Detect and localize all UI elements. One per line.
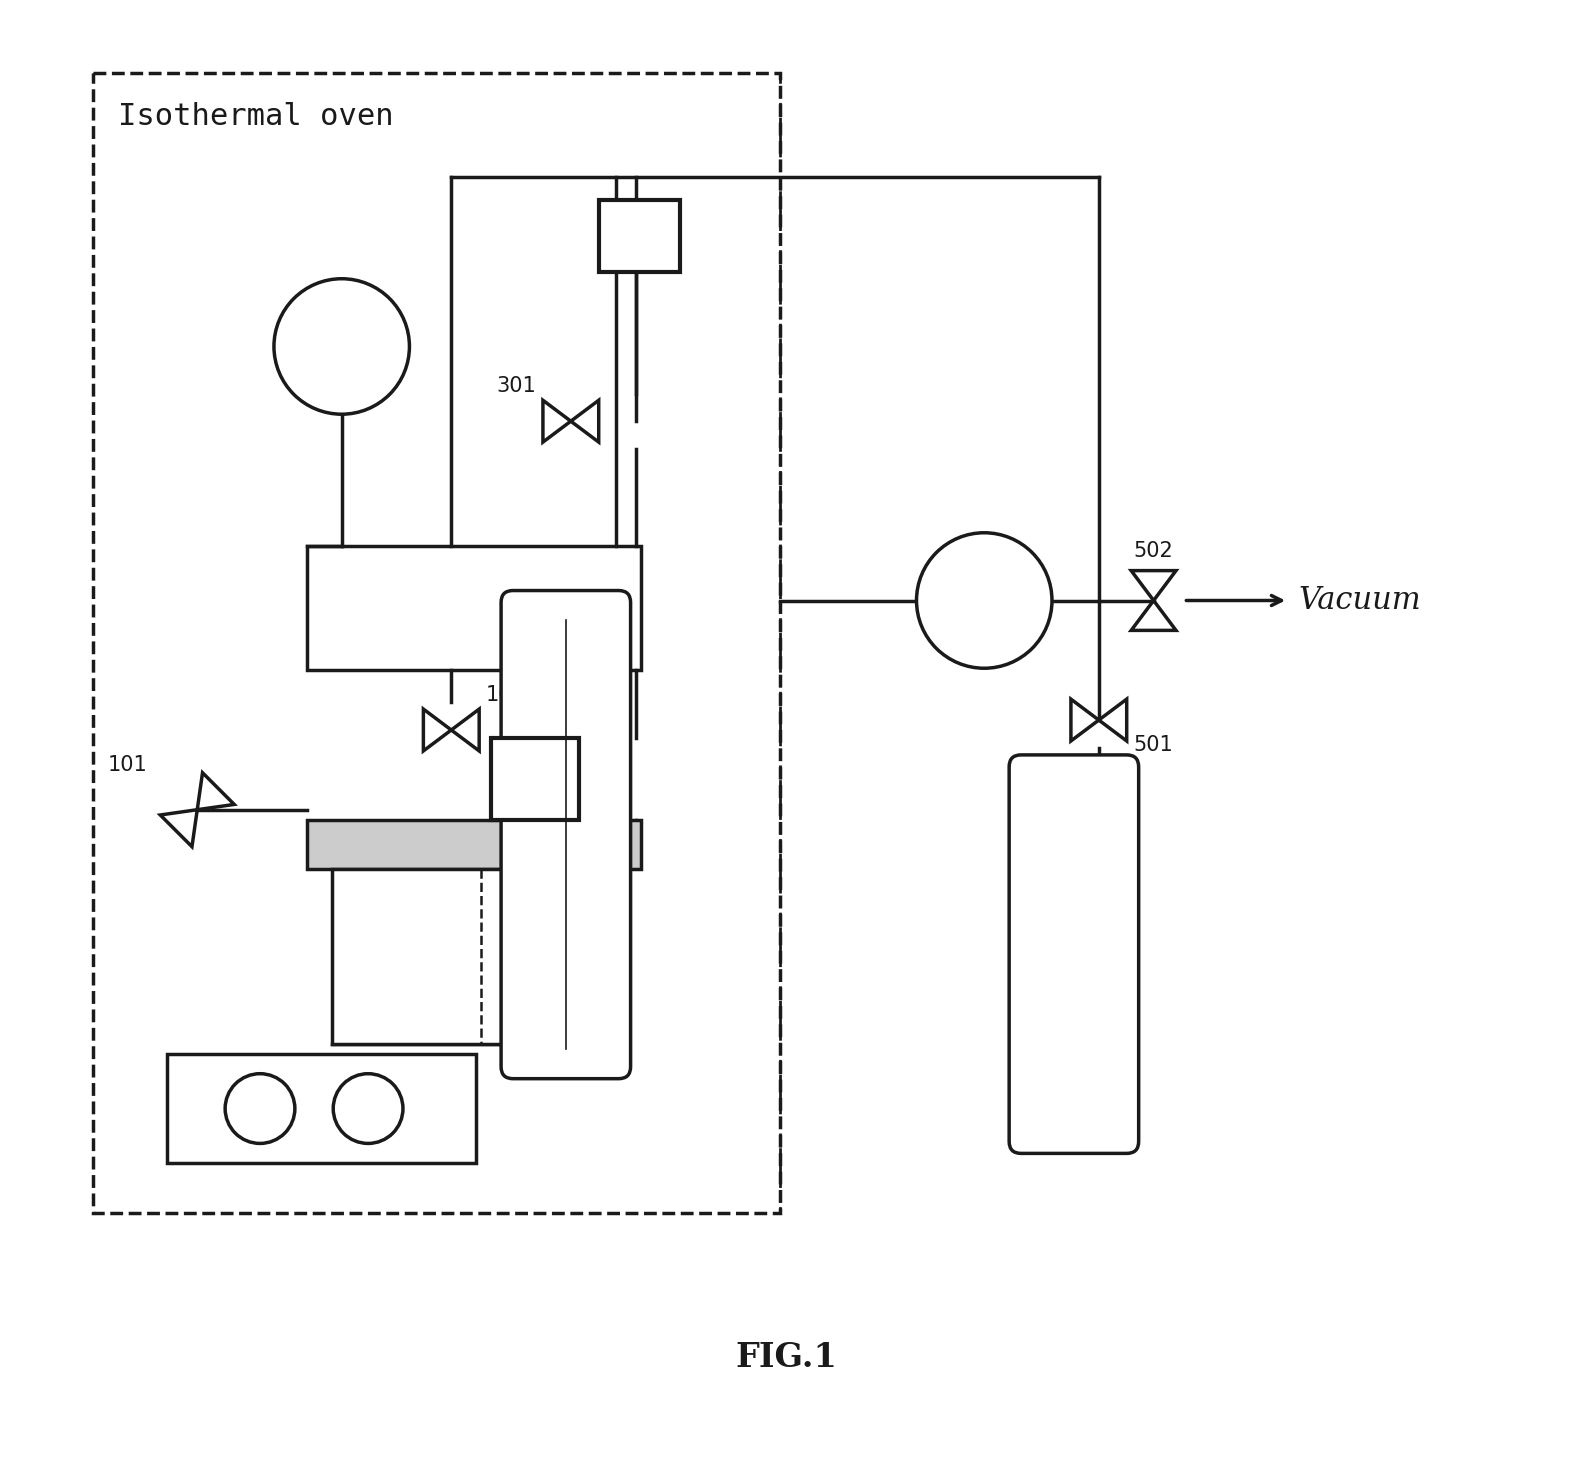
Bar [599, 201, 681, 272]
Text: Isothermal oven: Isothermal oven [118, 102, 393, 132]
Text: 120: 120 [512, 767, 558, 791]
Bar [332, 870, 580, 1044]
Text: FIG.1: FIG.1 [736, 1341, 836, 1375]
Text: 102: 102 [486, 685, 527, 706]
Circle shape [916, 533, 1052, 668]
Circle shape [274, 278, 409, 414]
Circle shape [333, 1073, 402, 1143]
FancyBboxPatch shape [1009, 755, 1138, 1154]
Bar [490, 738, 578, 820]
Text: 400: 400 [960, 589, 1008, 612]
Text: Vacuum: Vacuum [1298, 586, 1421, 616]
Text: 301: 301 [497, 376, 536, 397]
Text: 200: 200 [318, 334, 366, 359]
Text: 101: 101 [107, 755, 148, 774]
Bar [167, 1054, 476, 1164]
Text: 300: 300 [542, 896, 590, 919]
Text: 501: 501 [1133, 735, 1173, 755]
Text: 500: 500 [1050, 982, 1097, 1006]
Circle shape [225, 1073, 296, 1143]
Text: 502: 502 [1133, 540, 1173, 561]
Bar [93, 73, 780, 1214]
FancyBboxPatch shape [501, 590, 630, 1079]
Text: 310: 310 [613, 224, 659, 247]
Text: 100: 100 [384, 944, 429, 969]
Bar [307, 820, 640, 870]
Text: 110: 110 [399, 1098, 442, 1118]
Bar [307, 546, 640, 671]
